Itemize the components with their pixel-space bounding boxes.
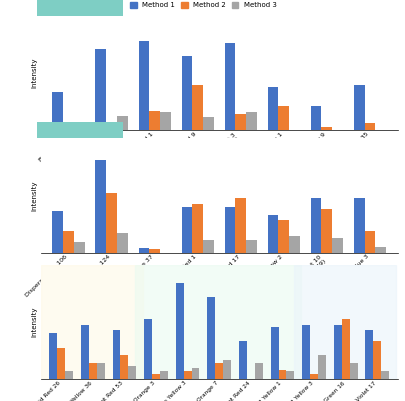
Bar (40, 265, 143, 379)
Y-axis label: Intensity: Intensity (32, 180, 38, 211)
Bar (149, 111, 160, 130)
Bar (106, 193, 117, 253)
Bar (89, 363, 96, 379)
Bar (245, 239, 256, 253)
Bar (207, 297, 215, 379)
Bar (112, 330, 120, 379)
Bar (135, 265, 301, 379)
Bar (152, 373, 160, 379)
Y-axis label: Intensity: Intensity (32, 306, 38, 337)
Bar (310, 106, 321, 130)
Bar (278, 220, 288, 253)
Bar (95, 160, 106, 253)
Bar (175, 283, 183, 379)
Bar (278, 370, 286, 379)
Bar (267, 215, 278, 253)
Bar (63, 231, 74, 253)
Legend: Method 1, Method 2, Method 3: Method 1, Method 2, Method 3 (130, 2, 276, 8)
Bar (215, 363, 223, 379)
Bar (181, 207, 192, 253)
Bar (160, 112, 171, 130)
Bar (138, 41, 149, 130)
Bar (183, 371, 191, 379)
Y-axis label: Intensity: Intensity (32, 58, 38, 89)
Bar (224, 43, 235, 130)
Bar (288, 236, 299, 253)
Bar (65, 371, 73, 379)
Bar (202, 117, 213, 130)
Bar (321, 209, 331, 253)
Bar (310, 198, 321, 253)
Bar (81, 324, 89, 379)
Bar (270, 327, 278, 379)
Bar (138, 248, 149, 253)
Bar (321, 127, 331, 130)
Bar (192, 204, 202, 253)
Bar (74, 242, 85, 253)
Bar (353, 85, 364, 130)
FancyBboxPatch shape (37, 122, 122, 138)
Bar (245, 112, 256, 130)
Bar (57, 348, 65, 379)
Bar (117, 116, 128, 130)
Bar (52, 211, 63, 253)
Bar (364, 330, 373, 379)
Bar (235, 114, 245, 130)
Bar (160, 371, 167, 379)
Bar (278, 106, 288, 130)
Bar (63, 127, 74, 130)
Bar (120, 355, 128, 379)
Bar (224, 207, 235, 253)
Bar (191, 368, 199, 379)
Bar (128, 366, 136, 379)
Bar (364, 231, 374, 253)
Bar (341, 319, 349, 379)
Bar (106, 122, 117, 130)
Bar (144, 319, 152, 379)
Bar (374, 247, 385, 253)
Bar (96, 363, 104, 379)
Bar (267, 87, 278, 130)
Bar (117, 233, 128, 253)
Bar (223, 360, 230, 379)
Bar (49, 333, 57, 379)
Bar (353, 198, 364, 253)
Bar (293, 265, 395, 379)
Bar (149, 249, 160, 253)
Bar (52, 92, 63, 130)
FancyBboxPatch shape (37, 0, 122, 16)
Bar (254, 363, 262, 379)
Bar (301, 324, 309, 379)
Bar (235, 198, 245, 253)
Bar (331, 239, 342, 253)
Bar (333, 324, 341, 379)
Bar (373, 341, 380, 379)
Text: Group 1: Group 1 (60, 4, 100, 12)
Bar (192, 85, 202, 130)
Bar (181, 56, 192, 130)
Bar (380, 371, 388, 379)
Bar (309, 373, 317, 379)
Text: Group 1: Group 1 (60, 126, 100, 135)
Bar (364, 123, 374, 130)
Bar (239, 341, 246, 379)
Bar (95, 49, 106, 130)
Bar (202, 239, 213, 253)
Bar (317, 355, 325, 379)
Bar (286, 371, 294, 379)
Bar (349, 363, 357, 379)
